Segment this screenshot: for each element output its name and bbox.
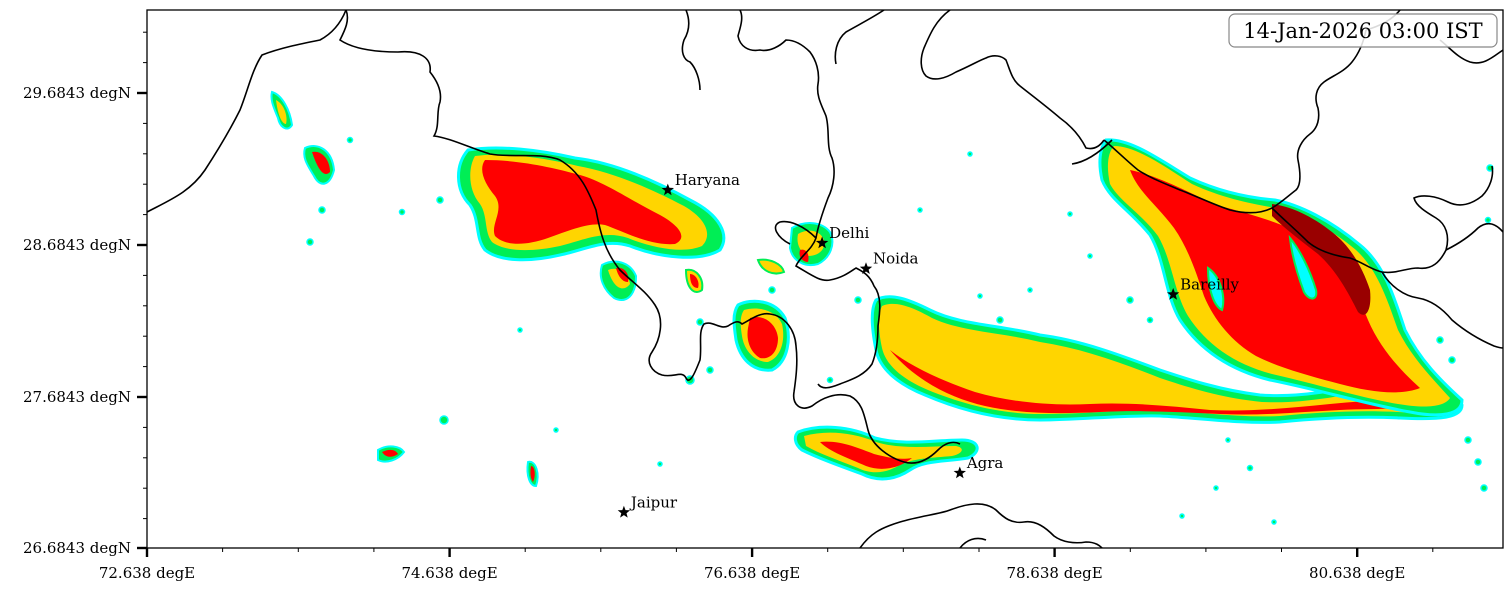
x-tick-label: 76.638 degE <box>704 564 800 582</box>
plot-frame <box>146 9 1504 549</box>
star-icon <box>1167 288 1180 300</box>
y-tick-label: 28.6843 degN <box>23 236 131 254</box>
city-haryana: Haryana <box>661 171 740 196</box>
state-borders <box>147 10 1503 548</box>
timestamp-badge: 14-Jan-2026 03:00 IST <box>1228 13 1498 48</box>
star-icon <box>617 505 631 518</box>
precipitation-layer <box>147 10 1503 548</box>
city-delhi: Delhi <box>815 224 869 249</box>
x-minor-ticks <box>222 548 1434 552</box>
star-icon <box>953 466 966 479</box>
city-label: Agra <box>966 454 1004 472</box>
star-icon <box>815 236 829 249</box>
timestamp-frame <box>1228 13 1498 48</box>
city-label: Haryana <box>675 171 740 189</box>
y-minor-ticks <box>143 31 147 520</box>
rain-speckles <box>306 136 1494 525</box>
city-label: Noida <box>873 250 919 268</box>
star-icon <box>661 183 674 196</box>
city-bareilly: Bareilly <box>1167 275 1240 300</box>
rain-cell-haryana <box>457 146 726 301</box>
city-label: Bareilly <box>1180 275 1239 293</box>
rain-cell-delhi <box>756 222 834 275</box>
city-label: Jaipur <box>629 493 678 511</box>
timestamp-label: 14-Jan-2026 03:00 IST <box>1243 19 1482 43</box>
rain-cell-central <box>732 299 790 372</box>
y-tick-label: 29.6843 degN <box>23 84 131 102</box>
city-jaipur: Jaipur <box>617 493 678 518</box>
y-tick-label: 27.6843 degN <box>23 388 131 406</box>
y-major-ticks <box>137 91 147 550</box>
star-icon <box>859 262 873 274</box>
rain-cell-west-small <box>270 90 539 488</box>
y-tick-label: 26.6843 degN <box>23 539 131 557</box>
city-label: Delhi <box>829 224 869 242</box>
x-tick-label: 78.638 degE <box>1006 564 1102 582</box>
x-tick-label: 72.638 degE <box>99 564 195 582</box>
x-major-ticks <box>145 548 1359 557</box>
city-noida: Noida <box>859 250 919 274</box>
x-tick-label: 80.638 degE <box>1309 564 1405 582</box>
city-agra: Agra <box>953 454 1004 479</box>
x-tick-label: 74.638 degE <box>401 564 497 582</box>
